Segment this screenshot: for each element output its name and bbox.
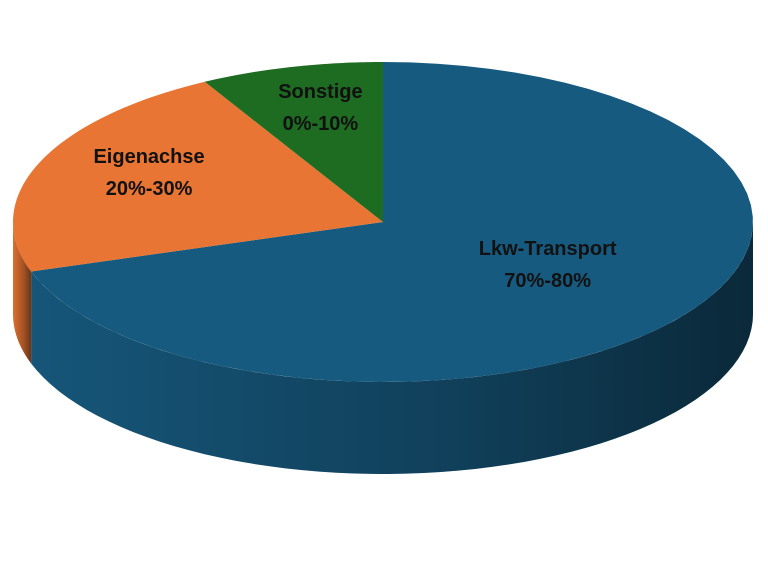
slice-label: Eigenachse bbox=[93, 146, 204, 168]
slice-side-shade bbox=[31, 222, 754, 474]
slice bbox=[13, 81, 384, 272]
slice-side-shade bbox=[13, 222, 32, 364]
slice-value-label: 0%-10% bbox=[283, 113, 359, 135]
slice-value-label: 70%-80% bbox=[504, 270, 591, 292]
slice-label: Sonstige bbox=[278, 81, 362, 103]
slice-value-label: 20%-30% bbox=[106, 178, 193, 200]
slice bbox=[31, 62, 753, 382]
slice bbox=[204, 62, 383, 222]
slice-label: Lkw-Transport bbox=[479, 238, 617, 260]
